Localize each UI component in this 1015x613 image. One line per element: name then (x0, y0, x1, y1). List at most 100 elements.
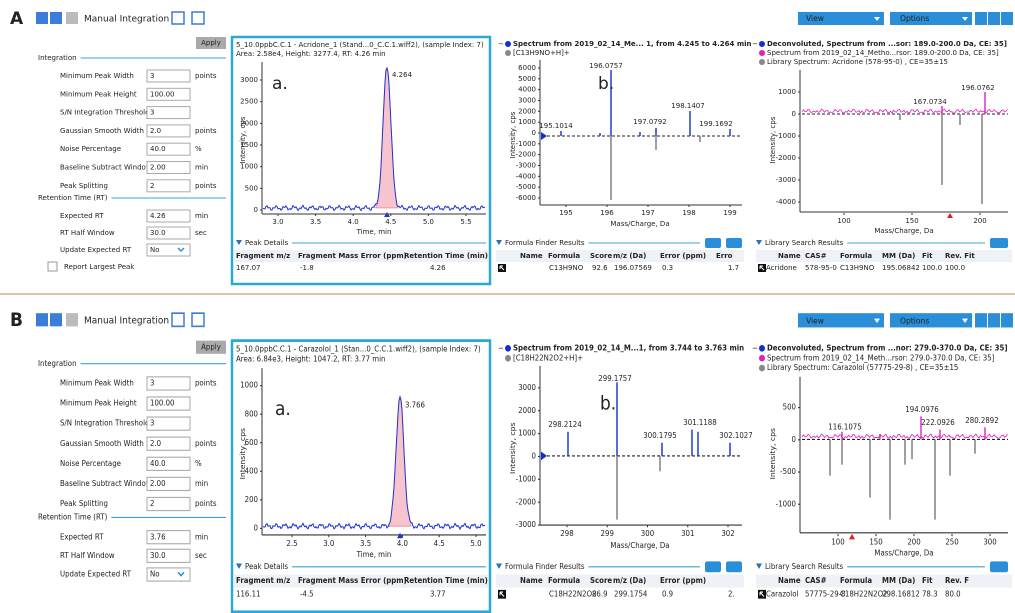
table-cell: 0.3 (662, 264, 673, 272)
y-tick-label: 800 (245, 409, 259, 418)
tool-icon[interactable] (36, 12, 48, 24)
y-tick-label: 1000 (240, 380, 258, 389)
plot-title: Library Spectrum: Carazolol (57775-29-8)… (767, 363, 959, 372)
field-label: RT Half Window (60, 229, 115, 237)
column-header: Score (590, 576, 612, 585)
y-tick-label: 0 (532, 129, 536, 137)
field-unit: % (195, 145, 202, 153)
y-axis-label: Intensity, cps (769, 116, 777, 163)
column-header: Error (ppm) (660, 576, 706, 585)
chromatogram-frame (232, 341, 490, 612)
peak-label: 197.0792 (633, 118, 666, 126)
legend-marker (505, 41, 511, 47)
field-value: 100.00 (150, 90, 175, 98)
table-cell: 3.77 (430, 589, 446, 598)
field-label: Baseline Subtract Window (60, 164, 152, 172)
plot-title: [C13H9NO+H]+ (513, 49, 570, 57)
field-label: S/N Integration Threshold (60, 109, 150, 117)
field-label: Baseline Subtract Window (60, 479, 151, 488)
field-value: 3 (150, 72, 154, 80)
x-tick-label: 150 (905, 217, 918, 225)
tool-icon[interactable] (192, 12, 204, 24)
annotation: b. (600, 393, 616, 415)
panel-button[interactable] (705, 561, 721, 572)
tool-icon[interactable] (50, 313, 62, 326)
tool-icon[interactable] (192, 313, 204, 326)
checkbox[interactable] (48, 262, 57, 271)
window-button[interactable] (1001, 313, 1013, 327)
column-header: Formula (840, 252, 872, 260)
y-axis-label: Intensity, cps (509, 111, 517, 158)
y-tick-label: 500 (783, 402, 797, 411)
tool-icon[interactable] (66, 313, 78, 326)
tool-icon[interactable] (50, 12, 62, 24)
panel-button[interactable] (705, 238, 721, 248)
y-tick-label: 500 (245, 184, 258, 192)
panel-button[interactable] (990, 561, 1008, 572)
column-header: MM (Da) (882, 252, 915, 260)
table-cell: 578-95-0 (805, 264, 837, 272)
tool-icon[interactable] (66, 12, 78, 24)
column-header: Fragment m/z (236, 576, 290, 585)
table-cell: 196.07569 (614, 264, 652, 272)
column-header: Fragment Mass Error (ppm) (298, 252, 407, 260)
peak-label: 196.0762 (961, 84, 994, 92)
y-tick-label: 1000 (518, 428, 536, 437)
column-header: Formula (548, 576, 580, 585)
field-unit: sec (195, 229, 207, 237)
x-tick-label: 302 (721, 529, 734, 538)
tool-icon[interactable] (36, 313, 48, 326)
y-tick-label: -1000 (776, 132, 796, 140)
x-tick-label: 250 (945, 537, 959, 546)
x-axis-label: Mass/Charge, Da (874, 227, 933, 235)
field-unit: min (195, 212, 208, 220)
table-cell: Carazolol (766, 589, 798, 598)
y-tick-label: -2000 (516, 151, 536, 159)
field-value: 3 (150, 109, 154, 117)
peak-label: 116.1075 (828, 422, 862, 431)
y-tick-label: 3000 (240, 76, 258, 84)
window-button[interactable] (1001, 12, 1013, 25)
y-tick-label: -4000 (516, 172, 536, 180)
section-title: Peak Details (245, 562, 288, 571)
x-tick-label: 3.0 (272, 218, 283, 226)
peak-label: 196.0757 (589, 62, 622, 70)
field-label: Update Expected RT (60, 246, 132, 254)
panel-button[interactable] (726, 238, 742, 248)
window-button[interactable] (988, 313, 1000, 327)
column-header: Erro (716, 252, 733, 260)
settings-section-title: Integration (38, 358, 77, 367)
table-cell: 298.16812 (882, 589, 920, 598)
field-unit: % (195, 459, 202, 468)
column-header: Name (778, 576, 801, 585)
y-tick-label: -6000 (516, 194, 536, 202)
window-button[interactable] (975, 313, 987, 327)
field-value: 2 (150, 499, 154, 508)
tool-icon[interactable] (172, 313, 184, 326)
y-tick-label: 0 (792, 435, 797, 444)
plot-title: 5_10.0ppbC.C.1 - Carazolol_1 (Stan...0_C… (236, 344, 481, 353)
column-header: m/z (Da) (613, 576, 646, 585)
field-value: 3 (150, 378, 155, 387)
plot-title: Area: 6.84e3, Height: 1047.2, RT: 3.77 m… (236, 354, 386, 363)
panel-button[interactable] (990, 238, 1008, 248)
plot-title: 5_10.0ppbC.C.1 - Acridone_1 (Stand...0_C… (236, 41, 484, 49)
y-tick-label: 5000 (518, 75, 536, 83)
field-unit: points (195, 499, 217, 508)
y-tick-label: 0 (254, 523, 259, 532)
table-cell: 4.26 (430, 264, 446, 272)
panel-button[interactable] (726, 561, 742, 572)
x-tick-label: 300 (641, 529, 655, 538)
window-button[interactable] (988, 12, 1000, 25)
y-axis-label: Intensity, cps (239, 116, 247, 163)
field-unit: points (195, 127, 217, 135)
settings-section-title: Integration (38, 54, 77, 62)
table-cell: C18H22N2O2 (549, 589, 597, 598)
y-tick-label: 2000 (518, 107, 536, 115)
tool-icon[interactable] (172, 12, 184, 24)
field-value: 3.76 (150, 532, 166, 541)
mode-label: Manual Integration (84, 15, 169, 25)
field-unit: points (195, 378, 217, 387)
table-cell: C13H9NO (549, 264, 584, 272)
window-button[interactable] (975, 12, 987, 25)
